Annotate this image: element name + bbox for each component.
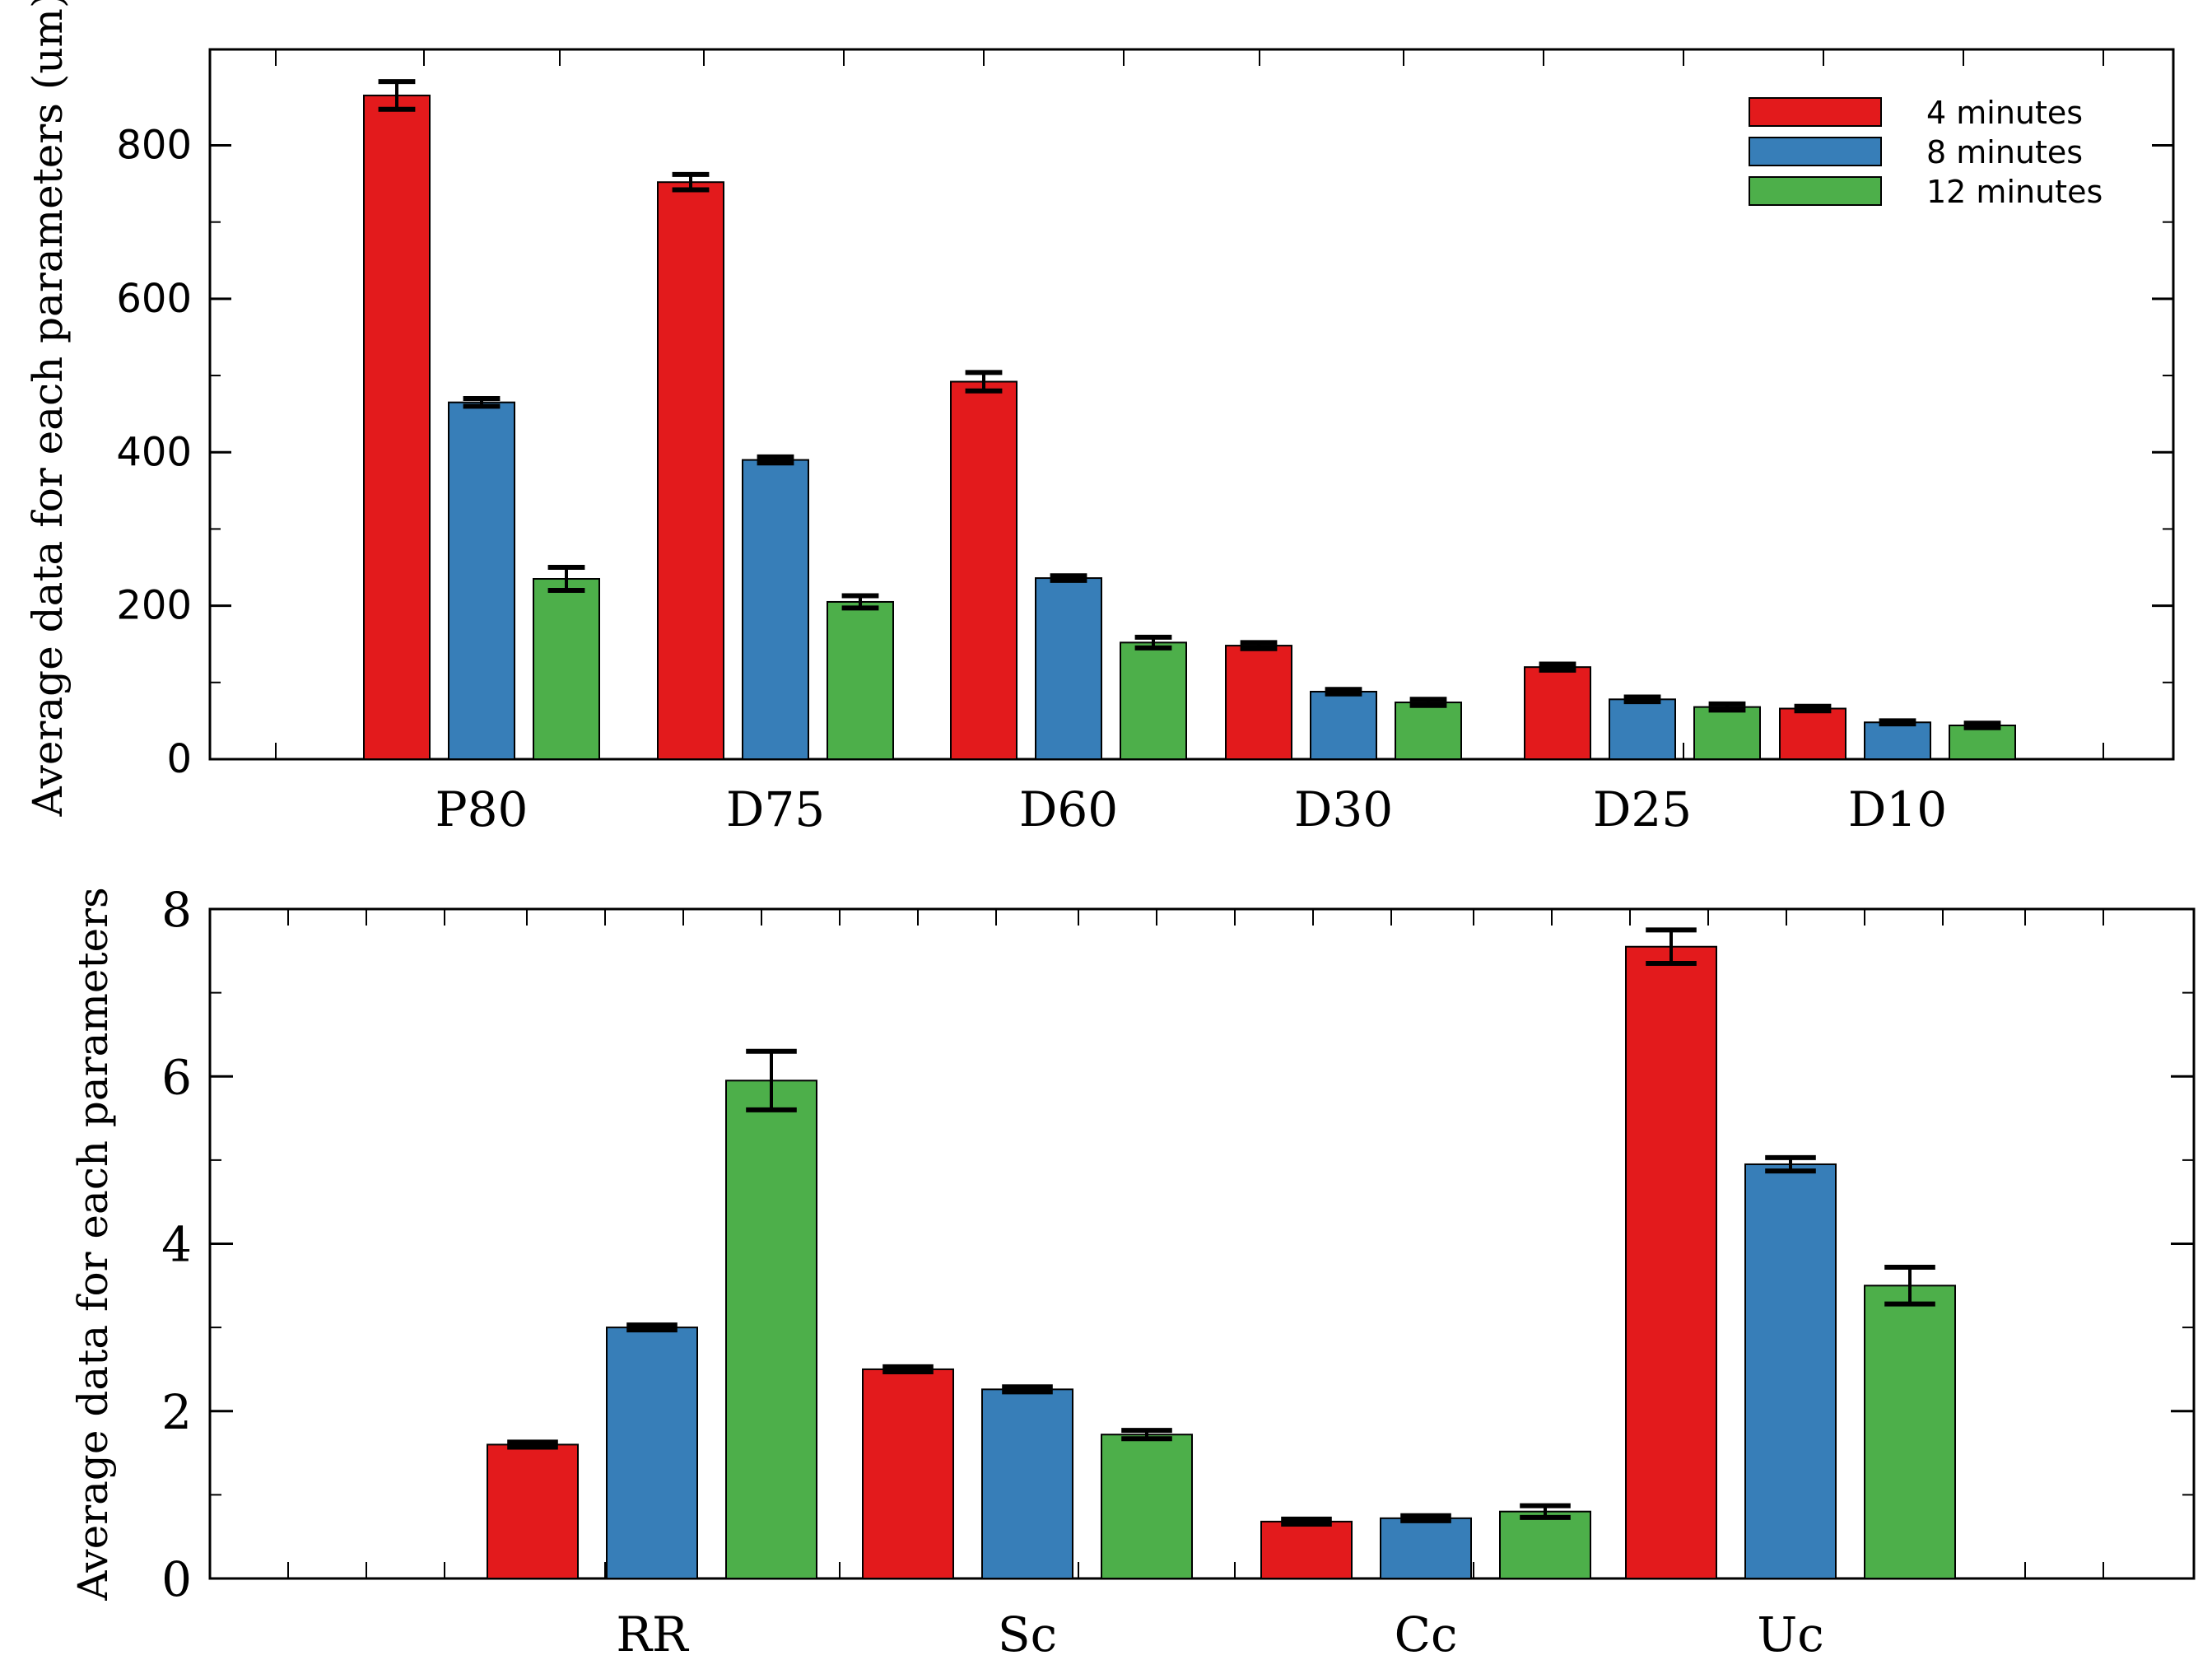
bar-D75-8-minutes: [742, 459, 809, 760]
bar-P80-8-minutes: [448, 401, 515, 760]
y-tick-label: 6: [161, 1049, 192, 1105]
bar-Sc-12-minutes: [1101, 1434, 1193, 1579]
y-tick-label: 800: [116, 123, 192, 169]
bar-D10-8-minutes: [1864, 721, 1931, 760]
plot-frame: [208, 48, 2175, 761]
bar-D60-8-minutes: [1035, 577, 1102, 760]
y-tick-label: 8: [161, 882, 192, 938]
bar-D10-12-minutes: [1949, 724, 2016, 761]
chart-bottom: 0 2 4 6 8 RR Sc Cc Uc Average data for each param…: [69, 882, 2196, 1660]
bar-D30-8-minutes: [1310, 690, 1377, 761]
chart-top: 0 200 400 600 800 P80 D75 D60 D30 D25 D10 Average d…: [24, 0, 2175, 837]
x-category-label: D30: [1294, 781, 1393, 837]
legend-label: 8 minutes: [1926, 134, 2083, 170]
y-tick-label: 400: [116, 429, 192, 475]
y-axis-label: Average data for each parameters (um): [24, 0, 72, 817]
x-category-label: D25: [1593, 781, 1692, 837]
bar-D30-12-minutes: [1395, 702, 1462, 760]
x-category-label: P80: [435, 781, 529, 837]
x-category-label: D75: [726, 781, 825, 837]
bar-Uc-12-minutes: [1864, 1285, 1956, 1579]
bar-Cc-12-minutes: [1499, 1510, 1591, 1579]
x-category-label: RR: [616, 1606, 690, 1660]
bar-Sc-8-minutes: [981, 1388, 1073, 1580]
x-category-label: Uc: [1757, 1606, 1823, 1660]
y-axis-label: Average data for each parameters: [69, 887, 117, 1601]
bar-D60-4-minutes: [950, 380, 1018, 760]
legend-swatch-4-minutes: [1749, 97, 1882, 127]
bar-D25-8-minutes: [1609, 698, 1676, 761]
bar-RR-12-minutes: [725, 1079, 817, 1580]
y-tick-label: 200: [116, 583, 192, 629]
bar-Cc-8-minutes: [1380, 1517, 1472, 1579]
bar-Uc-8-minutes: [1744, 1163, 1837, 1580]
bar-P80-4-minutes: [363, 94, 431, 760]
x-category-label: Sc: [998, 1606, 1057, 1660]
y-tick-label: 2: [161, 1384, 192, 1440]
legend-swatch-12-minutes: [1749, 176, 1882, 206]
bar-Sc-4-minutes: [862, 1368, 954, 1579]
y-tick-label: 600: [116, 276, 192, 322]
legend-swatch-8-minutes: [1749, 137, 1882, 166]
bar-Uc-4-minutes: [1625, 945, 1717, 1579]
y-tick-label: 0: [166, 736, 192, 782]
bar-D10-4-minutes: [1779, 707, 1846, 760]
bar-D60-12-minutes: [1120, 641, 1187, 760]
bar-D30-4-minutes: [1225, 645, 1292, 761]
legend-label: 4 minutes: [1926, 95, 2083, 131]
x-category-label: D60: [1019, 781, 1118, 837]
x-category-label: Cc: [1395, 1606, 1458, 1660]
bar-RR-8-minutes: [606, 1327, 698, 1579]
legend-label: 12 minutes: [1926, 174, 2103, 210]
bar-D75-4-minutes: [657, 181, 724, 761]
bar-D25-4-minutes: [1524, 666, 1591, 760]
bar-RR-4-minutes: [487, 1443, 579, 1580]
bar-D75-12-minutes: [827, 600, 894, 760]
bar-P80-12-minutes: [533, 578, 600, 761]
x-category-label: D10: [1848, 781, 1947, 837]
y-tick-label: 0: [161, 1551, 192, 1607]
bar-D25-12-minutes: [1693, 706, 1761, 760]
y-tick-label: 4: [161, 1217, 192, 1273]
bar-Cc-4-minutes: [1260, 1520, 1353, 1580]
